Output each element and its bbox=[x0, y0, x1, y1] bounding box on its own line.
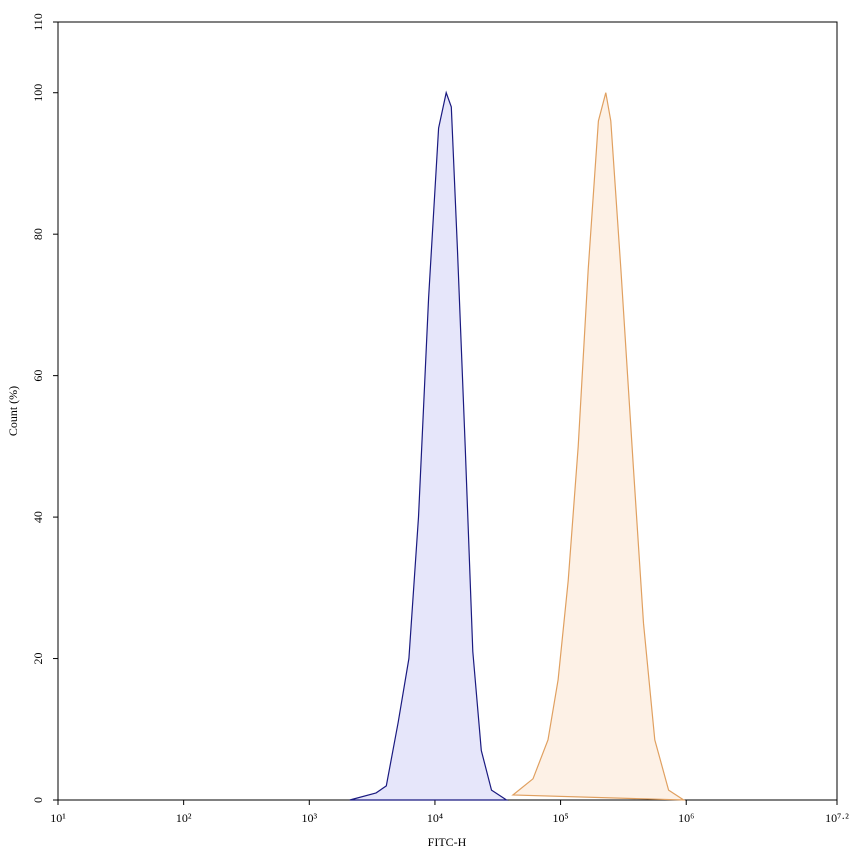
x-tick-label: 10⁶ bbox=[678, 811, 694, 825]
y-tick-label: 0 bbox=[31, 797, 45, 803]
x-tick-label: 10⁵ bbox=[552, 811, 568, 825]
y-tick-label: 100 bbox=[31, 84, 45, 102]
y-tick-label: 60 bbox=[31, 370, 45, 382]
histogram-curve bbox=[511, 92, 686, 801]
x-tick-label: 10² bbox=[176, 811, 192, 825]
x-axis-label: FITC-H bbox=[428, 835, 467, 849]
x-tick-label: 10⁷·² bbox=[825, 811, 849, 825]
x-tick-label: 10³ bbox=[301, 811, 317, 825]
y-tick-label: 80 bbox=[31, 228, 45, 240]
y-tick-label: 110 bbox=[31, 13, 45, 31]
x-tick-label: 10¹ bbox=[50, 811, 66, 825]
histogram-curve bbox=[349, 90, 509, 801]
x-tick-label: 10⁴ bbox=[427, 811, 443, 825]
y-axis-label: Count (%) bbox=[6, 386, 20, 436]
y-tick-label: 40 bbox=[31, 511, 45, 523]
y-tick-label: 20 bbox=[31, 653, 45, 665]
